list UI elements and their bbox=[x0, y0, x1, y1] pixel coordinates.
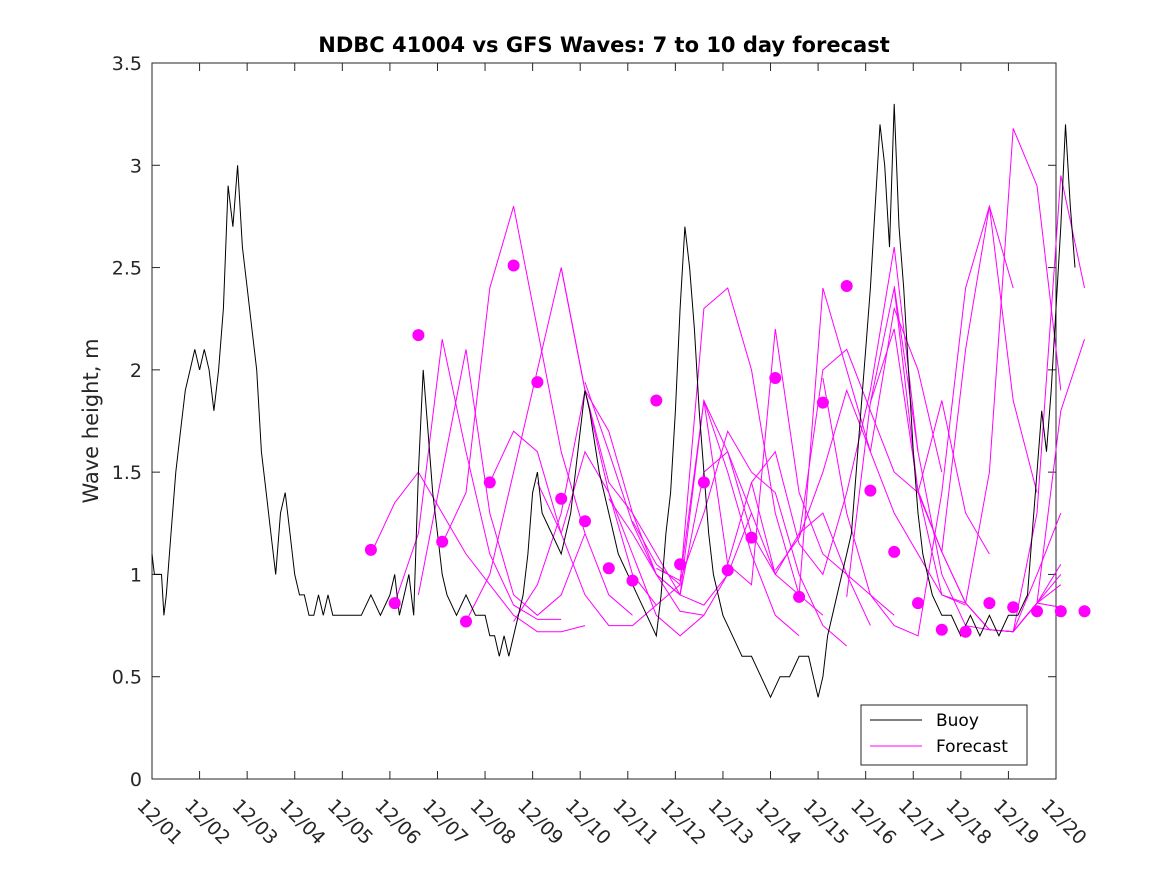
forecast-marker bbox=[935, 623, 948, 636]
forecast-marker bbox=[579, 515, 591, 528]
forecast-marker bbox=[983, 597, 996, 610]
x-tick-label: 12/19 bbox=[989, 795, 1043, 849]
forecast-line bbox=[489, 430, 681, 627]
y-tick-label: 1.5 bbox=[112, 462, 142, 484]
x-tick-label: 12/03 bbox=[228, 795, 282, 849]
forecast-marker bbox=[412, 329, 425, 342]
forecast-line bbox=[441, 206, 633, 616]
buoy-line bbox=[151, 103, 1076, 699]
forecast-series bbox=[370, 128, 1085, 647]
forecast-marker bbox=[531, 376, 544, 389]
forecast-line bbox=[1036, 563, 1062, 604]
forecast-marker bbox=[793, 590, 806, 603]
x-tick-label: 12/09 bbox=[513, 795, 567, 849]
forecast-marker bbox=[1007, 601, 1020, 614]
forecast-marker bbox=[1054, 605, 1067, 618]
forecast-marker bbox=[959, 625, 972, 638]
forecast-line bbox=[656, 429, 848, 647]
x-tick-label: 12/12 bbox=[656, 795, 710, 849]
x-tick-label: 12/14 bbox=[751, 795, 805, 849]
x-tick-label: 12/13 bbox=[703, 795, 757, 849]
forecast-marker bbox=[769, 372, 782, 384]
y-tick-label: 0.5 bbox=[112, 667, 142, 689]
x-tick-label: 12/18 bbox=[941, 795, 995, 849]
forecast-line bbox=[774, 388, 966, 606]
x-tick-label: 12/17 bbox=[894, 795, 948, 849]
x-tick-label: 12/07 bbox=[418, 795, 472, 849]
x-tick-label: 12/08 bbox=[466, 795, 520, 849]
forecast-line bbox=[560, 267, 752, 606]
forecast-line bbox=[370, 471, 586, 633]
y-tick-label: 2 bbox=[130, 360, 142, 382]
forecast-line bbox=[751, 287, 943, 596]
forecast-marker bbox=[483, 476, 496, 489]
plot-area bbox=[151, 62, 1057, 780]
forecast-marker bbox=[650, 394, 663, 407]
forecast-marker bbox=[697, 476, 710, 489]
forecast-line bbox=[513, 388, 704, 622]
forecast-marker bbox=[864, 484, 877, 497]
forecast-marker bbox=[1078, 605, 1091, 618]
forecast-marker bbox=[507, 259, 520, 272]
forecast-marker bbox=[745, 531, 758, 544]
forecast-line bbox=[798, 348, 990, 555]
forecast-marker bbox=[364, 543, 377, 556]
forecast-marker bbox=[721, 564, 734, 577]
forecast-marker bbox=[388, 597, 401, 610]
buoy-series bbox=[151, 103, 1076, 699]
x-tick-label: 12/11 bbox=[608, 795, 662, 849]
x-tick-label: 12/05 bbox=[323, 795, 377, 849]
forecast-marker bbox=[626, 574, 639, 587]
y-axis: 0 0.5 1 1.5 2 2.5 3 3.5 bbox=[112, 53, 1056, 791]
legend-buoy-label: Buoy bbox=[936, 711, 979, 731]
legend: Buoy Forecast bbox=[860, 704, 1028, 766]
x-tick-label: 12/10 bbox=[561, 795, 615, 849]
x-tick-label: 12/15 bbox=[799, 795, 853, 849]
forecast-marker bbox=[1031, 605, 1043, 618]
forecast-line bbox=[703, 328, 895, 616]
forecast-line bbox=[417, 349, 586, 616]
forecast-marker bbox=[888, 545, 901, 558]
chart-title: NDBC 41004 vs GFS Waves: 7 to 10 day for… bbox=[318, 33, 889, 57]
x-tick-label: 12/01 bbox=[132, 795, 186, 849]
x-tick-label: 12/02 bbox=[180, 795, 234, 849]
x-tick-label: 12/16 bbox=[846, 795, 900, 849]
forecast-line bbox=[727, 247, 919, 576]
forecast-line bbox=[536, 450, 729, 637]
y-tick-label: 0 bbox=[130, 769, 142, 791]
forecast-marker bbox=[912, 597, 924, 610]
forecast-marker bbox=[460, 615, 472, 628]
forecast-marker bbox=[602, 562, 615, 575]
y-tick-label: 3 bbox=[130, 155, 142, 177]
forecast-marker bbox=[816, 396, 829, 409]
forecast-marker bbox=[555, 492, 568, 505]
forecast-line bbox=[632, 287, 824, 616]
legend-box bbox=[860, 704, 1028, 766]
forecast-line bbox=[822, 204, 1014, 637]
y-tick-label: 1 bbox=[130, 564, 142, 586]
forecast-marker bbox=[840, 280, 853, 292]
y-tick-label: 3.5 bbox=[112, 53, 142, 75]
x-tick-label: 12/04 bbox=[275, 795, 329, 849]
forecast-marker bbox=[436, 535, 449, 548]
legend-forecast-label: Forecast bbox=[936, 737, 1008, 757]
forecast-line bbox=[394, 339, 562, 620]
x-tick-label: 12/06 bbox=[370, 795, 424, 849]
forecast-markers bbox=[364, 259, 1091, 638]
x-tick-label: 12/20 bbox=[1036, 795, 1090, 849]
forecast-marker bbox=[674, 558, 687, 571]
y-axis-label: Wave height, m bbox=[79, 338, 103, 503]
y-tick-label: 2.5 bbox=[112, 258, 142, 280]
